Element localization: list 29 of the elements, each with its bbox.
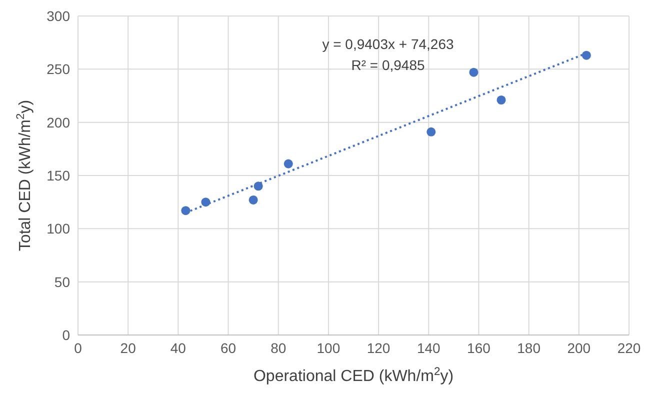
point xyxy=(582,50,591,60)
point xyxy=(181,206,190,216)
annotation: y = 0,9403x + 74,263 xyxy=(321,36,455,52)
annotation: R² = 0,9485 xyxy=(350,57,426,73)
x-tick-label: 40 xyxy=(170,340,186,356)
point xyxy=(469,68,478,77)
x-tick-label: 220 xyxy=(617,340,641,356)
x-tick-label: 200 xyxy=(567,340,591,356)
point xyxy=(496,96,506,105)
y-tick-label: 250 xyxy=(46,61,70,78)
x-tick-label: 180 xyxy=(517,340,541,356)
y-tick-label: 0 xyxy=(62,326,70,343)
x-tick-label: 60 xyxy=(220,340,236,356)
y-tick-label: 300 xyxy=(46,8,70,24)
point xyxy=(248,195,258,204)
y-tick-label: 100 xyxy=(46,220,70,237)
x-tick-label: 140 xyxy=(416,340,441,356)
point xyxy=(426,127,436,136)
x-tick-label: 20 xyxy=(120,340,136,356)
x-tick-label: 120 xyxy=(366,340,390,356)
x-tick-label: 0 xyxy=(74,340,82,356)
x-axis-title: Operational CED (kWh/m$^{2}$y) xyxy=(253,366,454,385)
x-tick-label: 100 xyxy=(316,340,340,356)
x-tick-label: 160 xyxy=(467,340,491,356)
y-tick-label: 150 xyxy=(46,167,70,184)
y-tick-label: 200 xyxy=(46,114,70,130)
point xyxy=(284,159,293,168)
y-tick-label: 50 xyxy=(54,274,70,290)
x-tick-label: 80 xyxy=(270,340,286,356)
